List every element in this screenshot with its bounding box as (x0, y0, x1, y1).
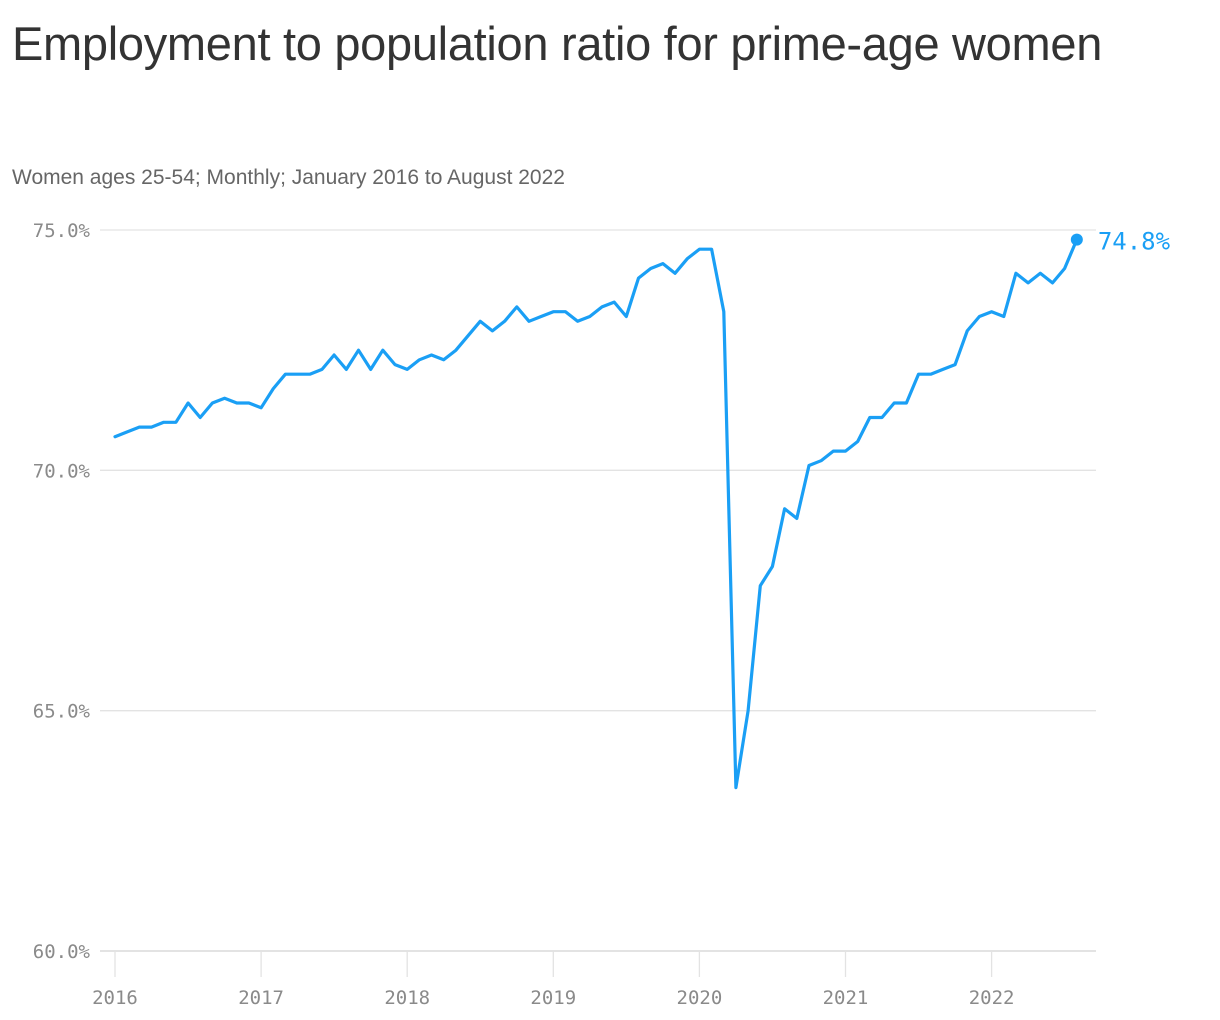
data-line (113, 238, 1079, 790)
end-point-marker (1070, 233, 1083, 246)
x-tick-label: 2021 (823, 987, 869, 1009)
chart-title: Employment to population ratio for prime… (12, 17, 1103, 70)
y-tick-label: 70.0% (33, 460, 91, 482)
x-tick-label: 2016 (92, 987, 138, 1009)
gridlines (100, 229, 1096, 952)
x-tick-label: 2018 (384, 987, 430, 1009)
end-value-label: 74.8% (1098, 228, 1171, 256)
x-axis: 2016 2017 2018 2019 2020 2021 2022 (92, 951, 1014, 1009)
x-tick-label: 2019 (530, 987, 576, 1009)
y-tick-label: 75.0% (33, 220, 91, 242)
y-axis: 75.0% 70.0% 65.0% 60.0% (33, 220, 91, 963)
chart-subtitle: Women ages 25-54; Monthly; January 2016 … (12, 166, 565, 189)
y-tick-label: 60.0% (33, 941, 91, 963)
x-tick-label: 2022 (969, 987, 1015, 1009)
y-tick-label: 65.0% (33, 701, 91, 723)
x-tick-label: 2017 (238, 987, 284, 1009)
x-tick-label: 2020 (677, 987, 723, 1009)
